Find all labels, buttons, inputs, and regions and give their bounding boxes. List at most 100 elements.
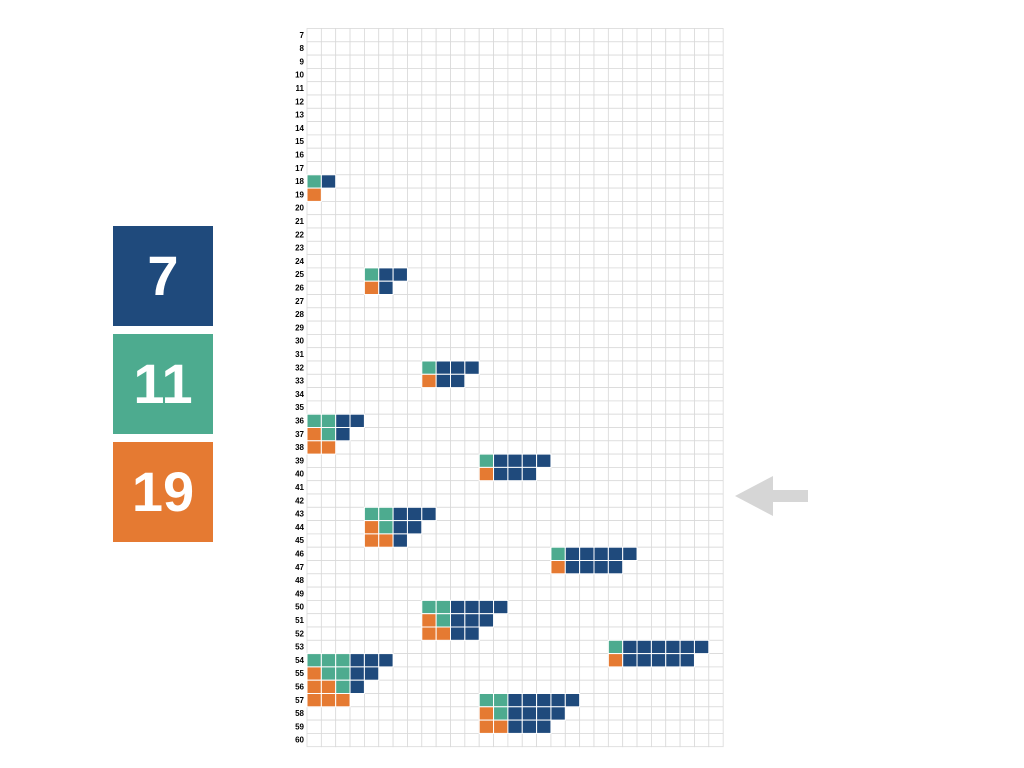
grid-cell [349, 626, 365, 641]
grid-cell [521, 254, 538, 269]
grid-cell [392, 200, 408, 216]
grid-cell [665, 54, 681, 69]
grid-cell [593, 693, 609, 708]
grid-cell [579, 307, 595, 322]
grid-cell [636, 493, 652, 508]
grid-cell [651, 200, 667, 216]
grid-cell [450, 573, 466, 588]
grid-cell [694, 373, 710, 388]
grid-cell [579, 400, 595, 415]
grid-cell [694, 294, 710, 309]
grid-cell [536, 134, 552, 149]
grid-cell [378, 440, 394, 455]
grid-cell [636, 54, 652, 69]
grid-cell [636, 28, 652, 43]
grid-cell [478, 493, 494, 508]
grid-cell [421, 227, 437, 242]
grid-cell [607, 161, 624, 176]
grid-cell [493, 653, 509, 668]
grid-cell [579, 733, 595, 748]
cell-teal [378, 506, 394, 522]
grid-cell [536, 240, 552, 256]
grid-cell [349, 706, 365, 721]
grid-cell [579, 506, 595, 521]
grid-cell [636, 693, 652, 708]
grid-cell [579, 161, 595, 176]
grid-cell [607, 600, 624, 615]
grid-cell [593, 373, 609, 388]
cell-teal [378, 520, 394, 535]
grid-cell [579, 453, 595, 468]
grid-cell [636, 706, 652, 721]
grid-cell [708, 520, 724, 535]
grid-cell [651, 679, 667, 694]
grid-cell [550, 81, 566, 96]
grid-cell [363, 706, 380, 721]
grid-cell [435, 81, 451, 96]
grid-cell [593, 214, 609, 229]
grid-cell [651, 333, 667, 349]
cell-blue [636, 653, 652, 668]
grid-cell [579, 573, 595, 588]
grid-cell [306, 214, 322, 229]
grid-cell [521, 440, 538, 455]
grid-cell [435, 679, 451, 694]
row-label: 8 [300, 44, 305, 53]
grid-cell [435, 227, 451, 242]
grid-cell [694, 94, 710, 109]
grid-cell [507, 653, 523, 668]
grid-cell [679, 54, 695, 69]
grid-cell [378, 320, 394, 335]
grid-cell [435, 107, 451, 123]
grid-cell [335, 440, 351, 455]
cell-teal [306, 653, 322, 668]
grid-cell [507, 493, 523, 508]
grid-cell [550, 41, 566, 56]
grid-cell [421, 254, 437, 269]
grid-cell [478, 54, 494, 69]
cell-blue [392, 506, 408, 522]
grid-cell [708, 706, 724, 721]
grid-cell [378, 493, 394, 508]
grid-cell [679, 320, 695, 335]
grid-cell [407, 453, 423, 468]
cell-blue [493, 466, 509, 482]
grid-cell [564, 573, 581, 588]
grid-cell [349, 320, 365, 335]
grid-cell [694, 679, 710, 694]
grid-cell [507, 254, 523, 269]
grid-cell [493, 161, 509, 176]
grid-cell [407, 28, 423, 43]
grid-cell [407, 267, 423, 282]
grid-cell [694, 68, 710, 83]
grid-cell [421, 347, 437, 362]
grid-cell [694, 307, 710, 322]
grid-cell [435, 294, 451, 309]
row-label: 28 [295, 310, 304, 319]
grid-cell [378, 480, 394, 495]
grid-cell [665, 94, 681, 109]
grid-cell [464, 373, 480, 388]
grid-cell [320, 134, 337, 149]
grid-cell [636, 360, 652, 375]
grid-cell [679, 214, 695, 229]
grid-cell [392, 679, 408, 694]
grid-cell [435, 134, 451, 149]
grid-cell [335, 107, 351, 123]
grid-cell [636, 546, 652, 561]
grid-cell [407, 360, 423, 375]
grid-cell [349, 600, 365, 615]
grid-cell [392, 347, 408, 362]
grid-cell [392, 546, 408, 561]
grid-cell [335, 161, 351, 176]
grid-cell [363, 121, 380, 136]
cell-orange [478, 466, 495, 482]
grid-cell [464, 134, 480, 149]
grid-cell [607, 134, 624, 149]
grid-cell [450, 187, 466, 202]
grid-cell [536, 626, 552, 641]
grid-cell [320, 506, 337, 521]
grid-cell [378, 333, 394, 349]
grid-cell [363, 639, 380, 654]
grid-cell [564, 320, 581, 335]
